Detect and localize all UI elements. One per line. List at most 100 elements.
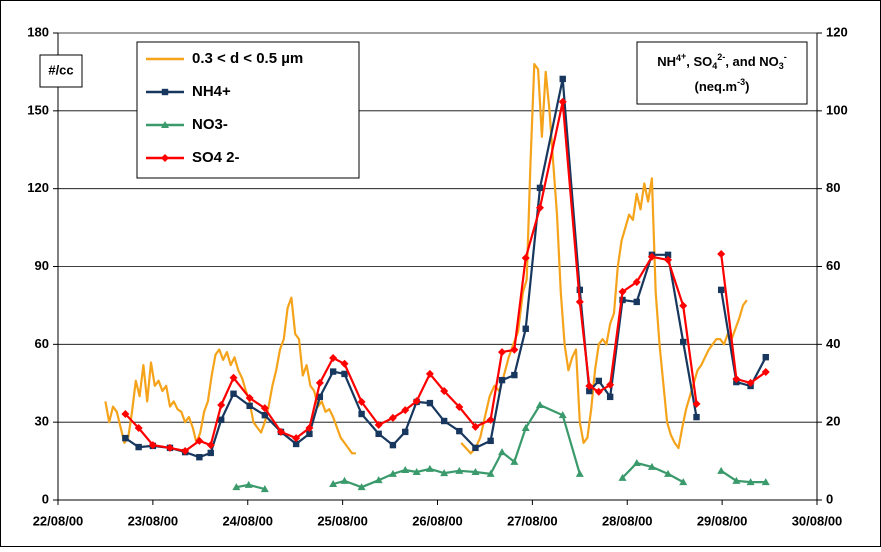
marker <box>762 353 769 361</box>
marker <box>471 422 480 431</box>
marker <box>680 338 687 346</box>
marker <box>746 478 755 486</box>
marker <box>510 345 519 354</box>
y2-label-box <box>636 41 808 105</box>
marker <box>292 440 300 448</box>
marker <box>440 417 448 425</box>
marker <box>425 464 434 472</box>
marker <box>455 402 464 411</box>
marker <box>260 404 269 413</box>
marker <box>388 469 397 477</box>
x-tick-label: 25/08/00 <box>317 513 368 528</box>
marker <box>244 480 253 488</box>
y2-tick-label: 100 <box>826 102 848 117</box>
marker <box>717 250 726 259</box>
marker <box>388 413 397 422</box>
x-tick-label: 26/08/00 <box>412 513 463 528</box>
marker <box>717 466 726 474</box>
marker <box>647 252 656 261</box>
marker <box>261 411 269 419</box>
marker <box>206 441 215 450</box>
marker <box>558 411 567 419</box>
marker <box>329 368 337 375</box>
marker <box>535 203 544 212</box>
marker <box>456 427 463 435</box>
label-part: 2- <box>717 52 725 62</box>
marker <box>575 469 584 477</box>
marker <box>217 401 226 410</box>
marker <box>618 473 627 481</box>
marker <box>498 448 507 456</box>
marker <box>664 251 672 259</box>
marker <box>306 430 313 438</box>
marker <box>664 255 673 264</box>
marker <box>732 374 741 383</box>
label-part: (neq.m <box>695 79 738 94</box>
y-tick-label: 120 <box>27 180 49 195</box>
marker <box>486 469 495 477</box>
marker <box>498 376 506 384</box>
marker <box>585 381 594 390</box>
marker <box>401 406 410 415</box>
marker <box>246 402 253 410</box>
marker <box>471 467 480 475</box>
marker <box>412 467 421 475</box>
marker <box>717 286 725 294</box>
marker <box>230 390 237 397</box>
y2-tick-label: 80 <box>826 180 840 195</box>
marker <box>692 399 701 408</box>
marker <box>161 154 169 162</box>
label-part: 4 <box>712 61 717 71</box>
marker <box>195 436 204 445</box>
marker <box>196 453 203 461</box>
marker <box>402 428 409 436</box>
marker <box>472 444 479 452</box>
marker <box>521 253 530 262</box>
marker <box>679 301 688 310</box>
marker <box>357 397 366 406</box>
label-part: , and NO <box>725 54 778 69</box>
marker <box>575 297 584 306</box>
legend-label: NO3- <box>192 116 228 133</box>
marker <box>135 443 142 451</box>
y2-tick-label: 120 <box>826 24 848 39</box>
marker <box>207 449 214 457</box>
marker <box>440 387 449 396</box>
marker <box>260 485 269 493</box>
label-part: , SO <box>686 54 712 69</box>
y2-tick-label: 40 <box>826 336 840 351</box>
marker <box>521 424 530 432</box>
y-tick-label: 180 <box>27 24 49 39</box>
marker <box>276 427 285 436</box>
marker <box>595 377 602 385</box>
y-tick-label: 0 <box>42 491 49 506</box>
marker <box>498 348 507 357</box>
marker <box>510 457 519 465</box>
marker <box>647 462 656 470</box>
marker <box>559 75 566 83</box>
marker <box>374 476 383 484</box>
x-tick-label: 29/08/00 <box>697 513 748 528</box>
marker <box>329 353 338 362</box>
marker <box>121 409 130 418</box>
marker <box>535 401 544 409</box>
label-part: ) <box>745 79 749 94</box>
y2-tick-label: 20 <box>826 414 840 429</box>
marker <box>165 443 174 452</box>
marker <box>425 369 434 378</box>
legend <box>136 41 360 179</box>
marker <box>558 97 567 106</box>
marker <box>292 434 301 443</box>
y-axis-label: #/cc <box>48 62 73 77</box>
marker <box>161 88 169 96</box>
marker <box>487 437 494 445</box>
marker <box>440 469 449 477</box>
legend-label: SO4 2- <box>192 149 240 166</box>
marker <box>586 387 593 395</box>
label-part: - <box>784 52 787 62</box>
marker <box>375 430 382 438</box>
label-part: NH <box>657 54 676 69</box>
marker <box>679 478 688 486</box>
marker <box>594 387 603 396</box>
marker <box>606 380 615 389</box>
